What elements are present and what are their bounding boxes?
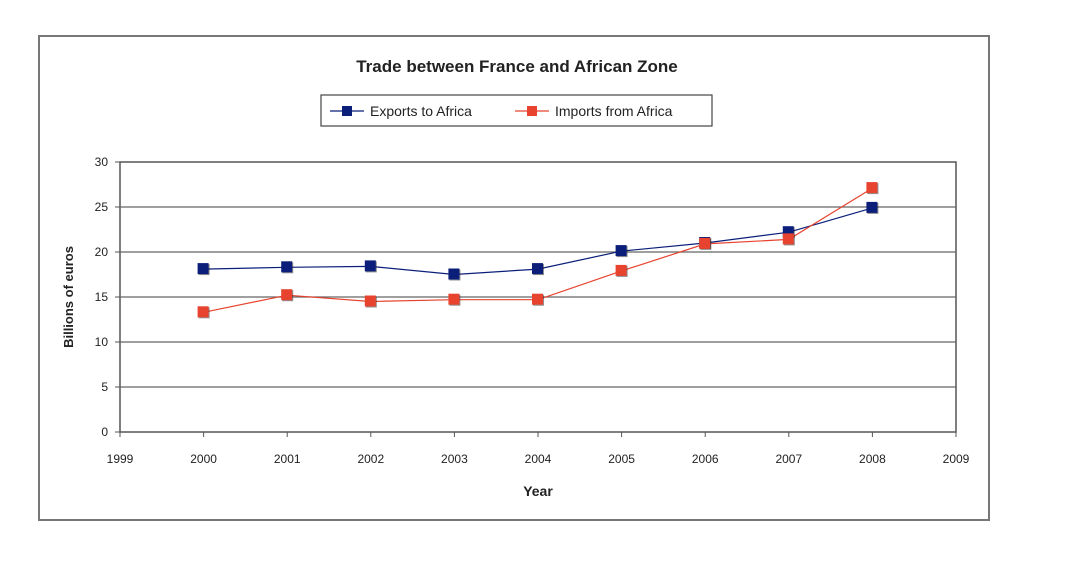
data-point — [532, 293, 543, 305]
legend-label: Imports from Africa — [555, 103, 673, 119]
chart-title: Trade between France and African Zone — [356, 57, 678, 76]
x-tick-label: 2004 — [525, 452, 552, 466]
data-point — [364, 295, 376, 307]
y-axis-label: Billions of euros — [61, 246, 76, 348]
x-tick-label: 2000 — [190, 452, 217, 466]
data-point — [448, 293, 460, 305]
series-exports — [197, 201, 879, 281]
y-tick-label: 10 — [95, 335, 109, 349]
x-axis-label: Year — [523, 483, 553, 499]
x-tick-label: 2002 — [357, 452, 384, 466]
data-point — [782, 226, 794, 238]
x-tick-label: 2005 — [608, 452, 635, 466]
data-point — [448, 268, 460, 280]
data-point — [615, 264, 627, 276]
data-point — [281, 261, 293, 273]
x-tick-label: 2003 — [441, 452, 468, 466]
y-tick-label: 25 — [95, 200, 109, 214]
data-point — [281, 289, 293, 301]
legend-label: Exports to Africa — [370, 103, 472, 119]
legend-marker — [342, 106, 352, 116]
data-point — [197, 263, 209, 275]
data-point — [532, 263, 543, 275]
data-point — [699, 237, 711, 249]
y-tick-label: 15 — [95, 290, 109, 304]
y-tick-label: 5 — [101, 380, 108, 394]
legend-marker — [527, 106, 537, 116]
data-point — [866, 182, 878, 194]
x-tick-label: 2009 — [943, 452, 970, 466]
y-tick-label: 0 — [101, 425, 108, 439]
data-point — [615, 245, 627, 257]
series-imports — [197, 182, 879, 319]
y-tick-label: 20 — [95, 245, 109, 259]
x-tick-label: 1999 — [107, 452, 134, 466]
y-tick-label: 30 — [95, 155, 109, 169]
x-tick-label: 2008 — [859, 452, 886, 466]
x-tick-label: 2006 — [692, 452, 719, 466]
x-tick-label: 2007 — [775, 452, 802, 466]
data-point — [866, 201, 878, 213]
data-point — [364, 260, 376, 272]
legend: Exports to Africa Imports from Africa — [320, 94, 713, 127]
x-tick-label: 2001 — [274, 452, 301, 466]
data-point — [197, 306, 209, 318]
data-point — [782, 233, 794, 245]
